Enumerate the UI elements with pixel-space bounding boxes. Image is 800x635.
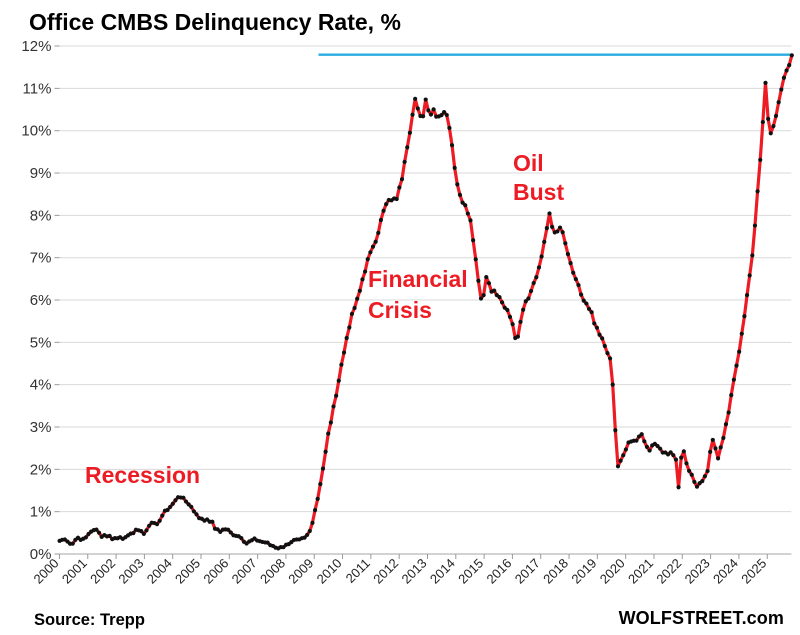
svg-text:2001: 2001 xyxy=(59,556,90,587)
svg-text:2019: 2019 xyxy=(568,556,599,587)
svg-text:11%: 11% xyxy=(23,80,52,97)
svg-text:7%: 7% xyxy=(30,250,52,267)
svg-text:2007: 2007 xyxy=(229,556,260,587)
svg-text:2%: 2% xyxy=(30,461,52,478)
svg-text:2023: 2023 xyxy=(682,556,713,587)
svg-text:2011: 2011 xyxy=(343,556,373,586)
svg-text:2016: 2016 xyxy=(483,556,514,587)
svg-text:4%: 4% xyxy=(30,377,52,394)
svg-text:2020: 2020 xyxy=(597,556,628,587)
svg-text:2024: 2024 xyxy=(710,556,741,587)
svg-text:2009: 2009 xyxy=(285,556,316,587)
svg-text:2003: 2003 xyxy=(115,556,146,587)
svg-text:3%: 3% xyxy=(30,419,52,436)
svg-text:2006: 2006 xyxy=(200,556,231,587)
svg-text:8%: 8% xyxy=(30,207,52,224)
svg-text:2022: 2022 xyxy=(653,556,684,587)
svg-text:2021: 2021 xyxy=(625,556,656,587)
svg-text:2018: 2018 xyxy=(540,556,571,587)
svg-text:12%: 12% xyxy=(21,38,51,55)
svg-text:2002: 2002 xyxy=(87,556,118,587)
svg-text:10%: 10% xyxy=(21,123,51,140)
svg-text:5%: 5% xyxy=(30,334,52,351)
svg-text:Financial: Financial xyxy=(368,266,468,292)
svg-text:2017: 2017 xyxy=(512,556,543,587)
svg-text:Crisis: Crisis xyxy=(368,297,432,323)
svg-text:2013: 2013 xyxy=(399,556,430,587)
svg-text:2010: 2010 xyxy=(314,556,345,587)
svg-text:2025: 2025 xyxy=(738,556,769,587)
svg-text:2008: 2008 xyxy=(257,556,288,587)
svg-text:2014: 2014 xyxy=(427,556,458,587)
svg-text:2012: 2012 xyxy=(370,556,401,587)
svg-text:9%: 9% xyxy=(30,165,52,182)
svg-text:2015: 2015 xyxy=(455,556,486,587)
svg-text:Oil: Oil xyxy=(513,150,544,176)
svg-text:6%: 6% xyxy=(30,292,52,309)
svg-text:2005: 2005 xyxy=(172,556,203,587)
svg-text:Bust: Bust xyxy=(513,179,564,205)
svg-text:Recession: Recession xyxy=(85,462,200,488)
svg-text:2004: 2004 xyxy=(144,556,175,587)
svg-text:1%: 1% xyxy=(30,504,52,521)
